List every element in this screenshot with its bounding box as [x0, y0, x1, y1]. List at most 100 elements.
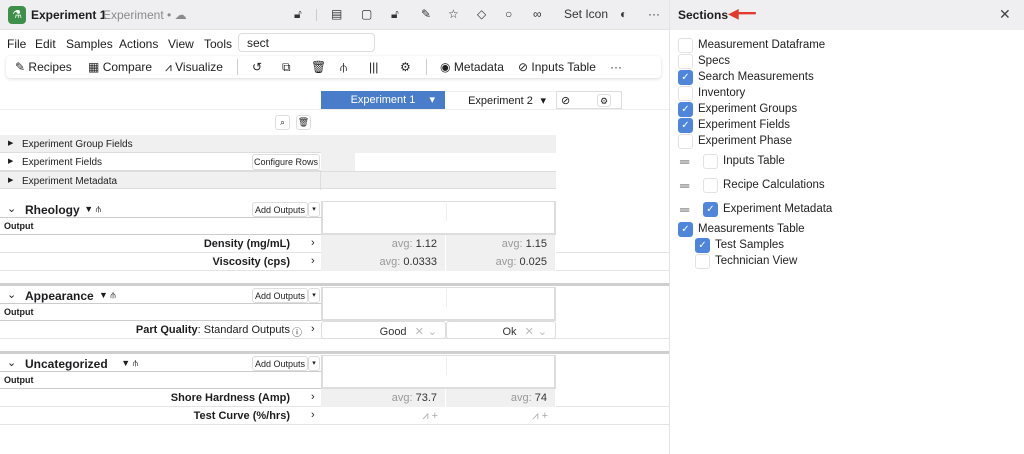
hierarchy-icon[interactable]: ⫛ [340, 60, 348, 74]
checkbox[interactable] [678, 86, 693, 101]
cloud-icon: ☁ [174, 8, 187, 22]
close-icon[interactable]: ✕ [999, 6, 1011, 22]
unlock-icon[interactable]: 🔓︎ [294, 7, 302, 21]
menu-view[interactable]: View [168, 37, 194, 51]
search-input[interactable]: sect [238, 33, 375, 52]
drag-handle-icon[interactable]: ═ [680, 178, 690, 193]
checkbox[interactable] [695, 254, 710, 269]
collapse-chevron-icon[interactable]: ⌄ [7, 357, 17, 369]
checkbox[interactable] [678, 54, 693, 69]
copy-icon[interactable]: ⧉ [282, 60, 291, 74]
checkbox[interactable]: ✓ [678, 102, 693, 117]
set-icon-button[interactable]: Set Icon [564, 7, 609, 21]
section-dropdown-icon[interactable]: ▼ ⫛ [121, 358, 138, 368]
link-icon[interactable]: ∞ [533, 7, 542, 21]
menu-tools[interactable]: Tools [204, 37, 233, 51]
checkbox[interactable] [703, 178, 718, 193]
add-outputs-dropdown[interactable]: ▾ [308, 356, 320, 371]
checkbox[interactable]: ✓ [678, 222, 693, 237]
section-checkbox-item[interactable]: Technician View [670, 254, 1024, 270]
section-checkbox-item[interactable]: Measurement Dataframe [670, 38, 1024, 54]
menu-file[interactable]: File [7, 37, 27, 51]
drag-handle-icon[interactable]: ═ [680, 202, 690, 217]
star-icon[interactable]: ☆ [448, 7, 459, 21]
checkbox[interactable] [678, 134, 693, 149]
checkbox[interactable] [703, 154, 718, 169]
section-checkbox-item[interactable]: Experiment Phase [670, 134, 1024, 150]
gear-icon[interactable]: ⚙ [597, 94, 611, 107]
add-chart-icon[interactable]: ⩘ + [422, 409, 438, 422]
expand-row-chevron-icon[interactable]: › [311, 323, 315, 335]
section-checkbox-item[interactable]: ═ Recipe Calculations [670, 174, 1024, 198]
notebook-icon[interactable]: ▤ [331, 7, 343, 21]
clear-icon[interactable]: ✕ [524, 326, 534, 338]
more-button[interactable]: ··· [610, 60, 622, 74]
section-checkbox-item[interactable]: ✓ Test Samples [670, 238, 1024, 254]
clear-icon[interactable]: ✕ [414, 326, 424, 338]
tab-experiment-2[interactable]: Experiment 2 ▾ [445, 91, 556, 109]
eye-off-icon[interactable]: ⊘ [561, 95, 571, 107]
value-cell[interactable]: ⩘ + [321, 407, 446, 425]
section-dropdown-icon[interactable]: ▼ ⫛ [84, 204, 101, 214]
add-outputs-dropdown[interactable]: ▾ [308, 288, 320, 303]
search-icon[interactable]: ⌕ [275, 115, 290, 130]
expand-row-chevron-icon[interactable]: › [311, 254, 315, 267]
collapse-chevron-icon[interactable]: ⌄ [7, 203, 17, 215]
section-checkbox-item[interactable]: Inventory [670, 86, 1024, 102]
expand-row-chevron-icon[interactable]: › [311, 408, 315, 421]
menu-samples[interactable]: Samples [66, 37, 113, 51]
tab-experiment-1[interactable]: Experiment 1 ▾ [321, 91, 445, 109]
trash-icon[interactable]: 🗑︎ [296, 115, 311, 130]
section-checkbox-item[interactable]: ═ ✓ Experiment Metadata [670, 198, 1024, 222]
add-outputs-button[interactable]: Add Outputs [252, 288, 308, 303]
checkbox[interactable]: ✓ [703, 202, 718, 217]
section-checkbox-item[interactable]: ═ Inputs Table [670, 150, 1024, 174]
metadata-button[interactable]: ◉ Metadata [440, 60, 504, 74]
field-group-row[interactable]: ▶ Experiment Metadata [0, 171, 556, 190]
configure-rows-button[interactable]: Configure Rows [252, 154, 320, 170]
menu-actions[interactable]: Actions [119, 37, 159, 51]
collapse-chevron-icon[interactable]: ⌄ [7, 289, 17, 301]
tag-icon[interactable]: ◇ [477, 7, 487, 21]
checkbox[interactable] [678, 38, 693, 53]
add-outputs-dropdown[interactable]: ▾ [308, 202, 320, 217]
drag-handle-icon[interactable]: ═ [680, 154, 690, 169]
value-cell[interactable]: ⩘ + [446, 407, 556, 425]
menu-edit[interactable]: Edit [35, 37, 56, 51]
visualize-button[interactable]: ⩘ Visualize [165, 60, 223, 74]
gear-icon[interactable]: ⚙ [400, 60, 411, 74]
checkbox[interactable]: ✓ [678, 118, 693, 133]
more-icon[interactable]: ··· [648, 7, 660, 21]
add-chart-icon[interactable]: ⩘ + [532, 409, 548, 422]
trash-icon[interactable]: 🗑︎ [311, 60, 327, 74]
undo-icon[interactable]: ↺ [252, 60, 263, 74]
section-checkbox-item[interactable]: ✓ Experiment Groups [670, 102, 1024, 118]
row-label-text: Test Curve (%/hrs) [193, 409, 290, 422]
compare-button[interactable]: ▦ Compare [88, 60, 153, 74]
checkbox[interactable]: ✓ [695, 238, 710, 253]
pen-icon[interactable]: ✎ [421, 7, 432, 21]
select-dropdown[interactable]: Good ✕ ⌄ [321, 321, 446, 339]
section-checkbox-item[interactable]: Specs [670, 54, 1024, 70]
expand-row-chevron-icon[interactable]: › [311, 237, 315, 249]
lock-icon[interactable]: 🔓︎ [391, 7, 399, 21]
add-outputs-button[interactable]: Add Outputs [252, 202, 308, 217]
checkbox[interactable]: ✓ [678, 70, 693, 85]
select-dropdown[interactable]: Ok ✕ ⌄ [446, 321, 556, 339]
field-group-row[interactable]: ▶ Experiment Group Fields [0, 135, 321, 153]
expand-row-chevron-icon[interactable]: › [311, 391, 315, 403]
inputs-table-button[interactable]: ⊘ Inputs Table [518, 60, 596, 74]
section-label: Test Samples [715, 239, 785, 251]
comment-icon[interactable]: ○ [505, 7, 513, 21]
section-checkbox-item[interactable]: ✓ Measurements Table [670, 222, 1024, 238]
barcode-icon[interactable]: ||| [369, 60, 379, 74]
field-group-row[interactable]: ▶ Experiment Fields Configure Rows [0, 153, 321, 171]
palette-icon[interactable]: ◐ [620, 7, 628, 21]
info-icon[interactable]: ⓘ [292, 328, 302, 339]
section-checkbox-item[interactable]: ✓ Experiment Fields [670, 118, 1024, 134]
note-icon[interactable]: ▢ [361, 7, 373, 21]
add-outputs-button[interactable]: Add Outputs [252, 356, 308, 371]
section-dropdown-icon[interactable]: ▼ ⫛ [99, 290, 116, 300]
section-checkbox-item[interactable]: ✓ Search Measurements [670, 70, 1024, 86]
recipes-button[interactable]: ✎ Recipes [15, 60, 72, 74]
